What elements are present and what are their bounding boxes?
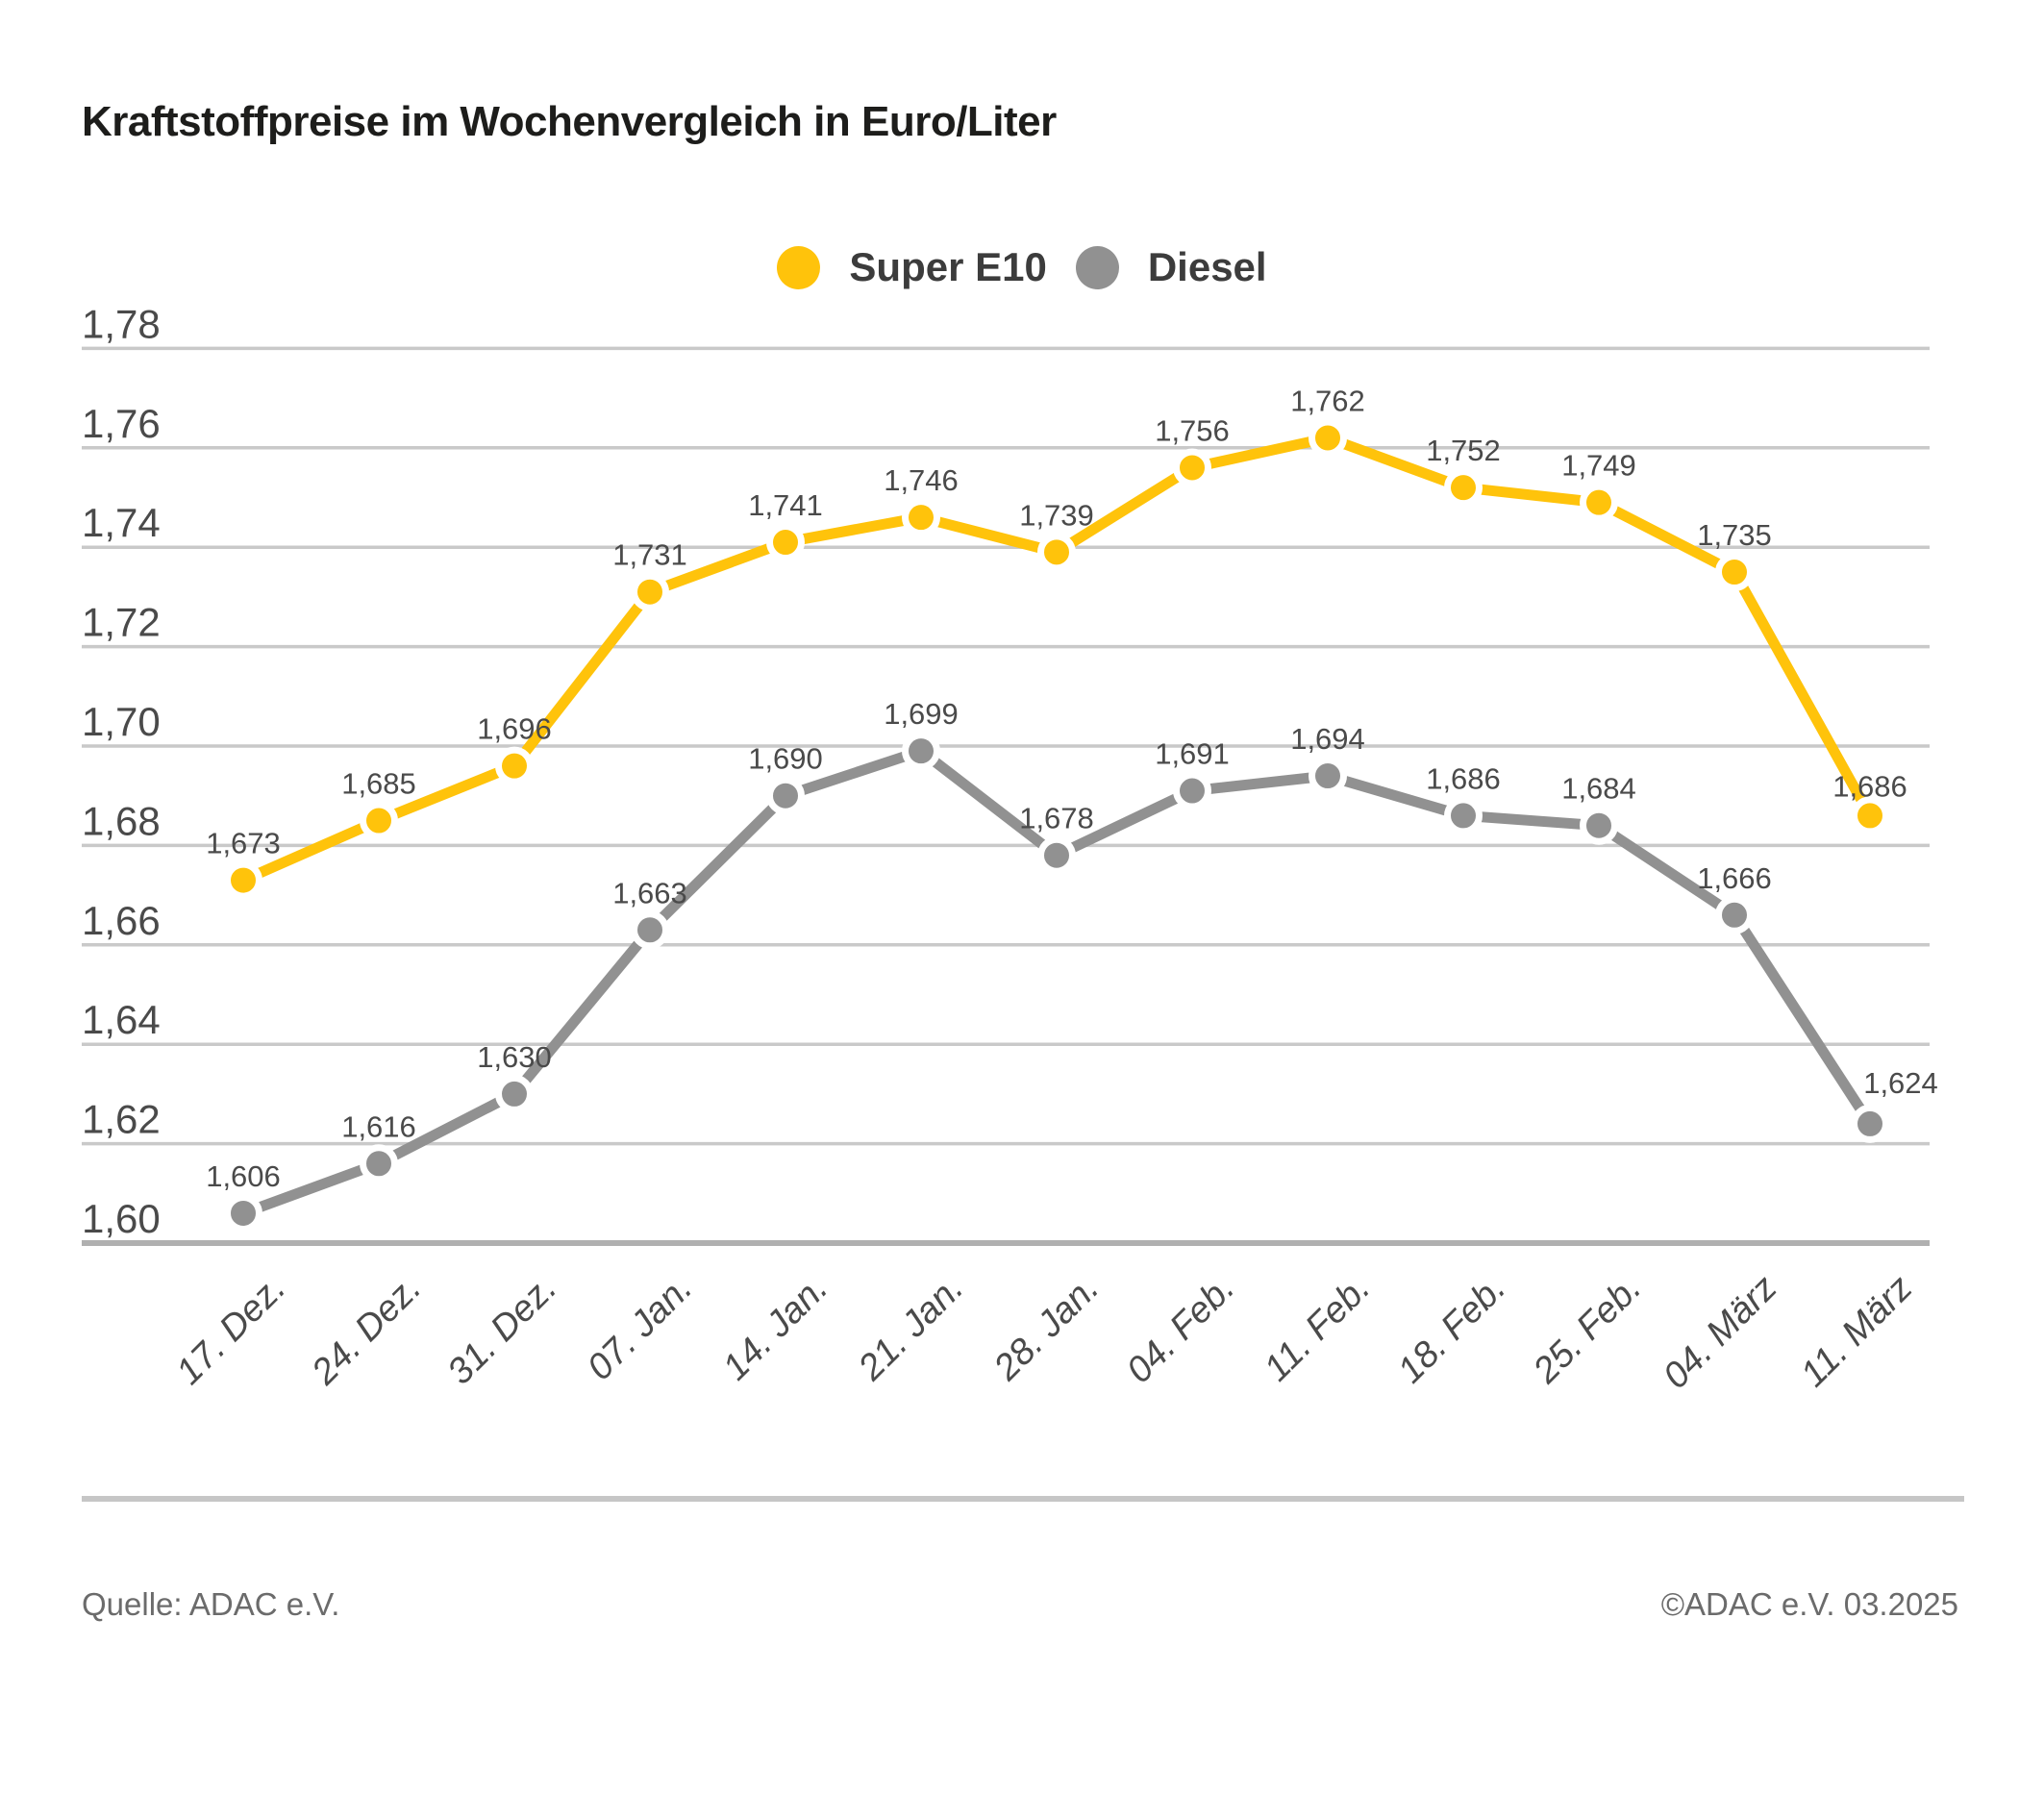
data-point-label-diesel: 1,686 bbox=[1426, 761, 1501, 795]
y-tick-label: 1,78 bbox=[82, 301, 161, 346]
data-point-label-super-e10: 1,752 bbox=[1426, 434, 1501, 467]
y-tick-label: 1,66 bbox=[82, 898, 161, 943]
copyright-note: ©ADAC e.V. 03.2025 bbox=[1660, 1586, 1958, 1622]
data-point-label-diesel: 1,630 bbox=[477, 1040, 552, 1074]
data-point-diesel bbox=[224, 1193, 262, 1233]
legend-item-diesel: Diesel bbox=[1075, 244, 1267, 290]
data-point-super-e10 bbox=[224, 860, 262, 900]
data-point-super-e10 bbox=[1444, 468, 1483, 508]
data-point-label-super-e10: 1,731 bbox=[612, 538, 687, 572]
data-point-super-e10 bbox=[902, 498, 940, 537]
data-point-label-super-e10: 1,756 bbox=[1155, 413, 1230, 447]
x-tick-label: 21. Jan. bbox=[850, 1268, 971, 1389]
y-tick-label: 1,68 bbox=[82, 798, 161, 843]
data-point-label-super-e10: 1,746 bbox=[884, 463, 959, 497]
data-point-super-e10 bbox=[1173, 448, 1211, 487]
data-point-super-e10 bbox=[360, 801, 398, 840]
x-tick-label: 07. Jan. bbox=[580, 1268, 700, 1388]
y-tick-label: 1,74 bbox=[82, 500, 161, 545]
data-point-label-diesel: 1,606 bbox=[206, 1159, 281, 1193]
data-point-label-diesel: 1,699 bbox=[884, 697, 959, 731]
data-point-super-e10 bbox=[631, 572, 669, 611]
data-point-diesel bbox=[1851, 1104, 1889, 1143]
data-point-diesel bbox=[902, 732, 940, 771]
y-tick-label: 1,60 bbox=[82, 1196, 161, 1241]
data-point-diesel bbox=[631, 910, 669, 950]
source-note: Quelle: ADAC e.V. bbox=[82, 1586, 340, 1622]
data-point-label-diesel: 1,694 bbox=[1290, 722, 1365, 756]
y-tick-label: 1,64 bbox=[82, 997, 161, 1042]
data-point-label-super-e10: 1,749 bbox=[1561, 449, 1636, 483]
data-point-diesel bbox=[766, 776, 805, 815]
data-point-diesel bbox=[1309, 757, 1347, 796]
x-tick-label: 24. Dez. bbox=[304, 1268, 429, 1393]
data-point-label-super-e10: 1,741 bbox=[748, 488, 823, 522]
data-point-super-e10 bbox=[495, 746, 534, 785]
data-point-label-super-e10: 1,673 bbox=[206, 827, 281, 860]
data-point-diesel bbox=[495, 1074, 534, 1113]
legend-item-super-e10: Super E10 bbox=[777, 244, 1047, 290]
data-point-label-diesel: 1,616 bbox=[341, 1109, 416, 1143]
footer-divider bbox=[82, 1496, 1964, 1502]
data-point-diesel bbox=[360, 1144, 398, 1183]
chart-title: Kraftstoffpreise im Wochenvergleich in E… bbox=[82, 98, 1057, 145]
x-tick-label: 14. Jan. bbox=[715, 1268, 835, 1388]
x-tick-label: 25. Feb. bbox=[1525, 1268, 1649, 1392]
x-tick-label: 17. Dez. bbox=[169, 1268, 294, 1393]
x-tick-label: 28. Jan. bbox=[985, 1268, 1107, 1389]
data-point-diesel bbox=[1173, 771, 1211, 810]
data-point-super-e10 bbox=[1715, 553, 1754, 592]
data-point-diesel bbox=[1580, 806, 1618, 845]
data-point-label-super-e10: 1,735 bbox=[1697, 518, 1772, 552]
data-point-label-diesel: 1,624 bbox=[1863, 1066, 1938, 1100]
x-tick-label: 04. Feb. bbox=[1119, 1268, 1242, 1391]
data-point-label-diesel: 1,663 bbox=[612, 876, 687, 909]
y-tick-label: 1,62 bbox=[82, 1097, 161, 1142]
data-point-diesel bbox=[1037, 835, 1076, 875]
diesel-legend-label: Diesel bbox=[1147, 244, 1267, 289]
super-e10-legend-label: Super E10 bbox=[849, 244, 1047, 289]
data-point-label-diesel: 1,684 bbox=[1561, 772, 1636, 806]
x-tick-label: 31. Dez. bbox=[440, 1268, 565, 1393]
data-point-label-diesel: 1,678 bbox=[1019, 802, 1094, 835]
y-tick-label: 1,72 bbox=[82, 600, 161, 645]
super-e10-legend-swatch-icon bbox=[777, 245, 821, 289]
line-chart-plot-area: 1,60 1,62 1,64 1,66 1,68 1,70 1,72 1,74 1,76 1,78… bbox=[82, 301, 1938, 1397]
data-point-label-diesel: 1,691 bbox=[1155, 737, 1230, 771]
footer: Quelle: ADAC e.V. ©ADAC e.V. 03.2025 bbox=[82, 1586, 1958, 1623]
data-point-label-diesel: 1,690 bbox=[748, 742, 823, 776]
x-tick-label: 11. März bbox=[1793, 1268, 1920, 1395]
y-tick-label: 1,70 bbox=[82, 699, 161, 744]
x-tick-label: 04. März bbox=[1656, 1268, 1784, 1397]
data-point-label-super-e10: 1,686 bbox=[1832, 769, 1907, 803]
data-point-label-super-e10: 1,696 bbox=[477, 712, 552, 746]
data-point-diesel bbox=[1715, 895, 1754, 934]
data-point-label-super-e10: 1,739 bbox=[1019, 498, 1094, 532]
data-point-super-e10 bbox=[1851, 796, 1889, 835]
data-point-diesel bbox=[1444, 796, 1483, 835]
data-point-super-e10 bbox=[766, 523, 805, 562]
x-tick-label: 11. Feb. bbox=[1257, 1268, 1378, 1389]
data-point-label-super-e10: 1,762 bbox=[1290, 384, 1365, 417]
data-point-super-e10 bbox=[1309, 418, 1347, 458]
legend: Super E10 Diesel bbox=[0, 244, 2044, 290]
data-point-label-diesel: 1,666 bbox=[1697, 861, 1772, 895]
data-point-super-e10 bbox=[1580, 483, 1618, 522]
diesel-legend-swatch-icon bbox=[1075, 245, 1119, 289]
y-tick-label: 1,76 bbox=[82, 401, 161, 446]
data-point-label-super-e10: 1,685 bbox=[341, 767, 416, 801]
data-point-super-e10 bbox=[1037, 533, 1076, 572]
x-tick-label: 18. Feb. bbox=[1390, 1268, 1513, 1391]
